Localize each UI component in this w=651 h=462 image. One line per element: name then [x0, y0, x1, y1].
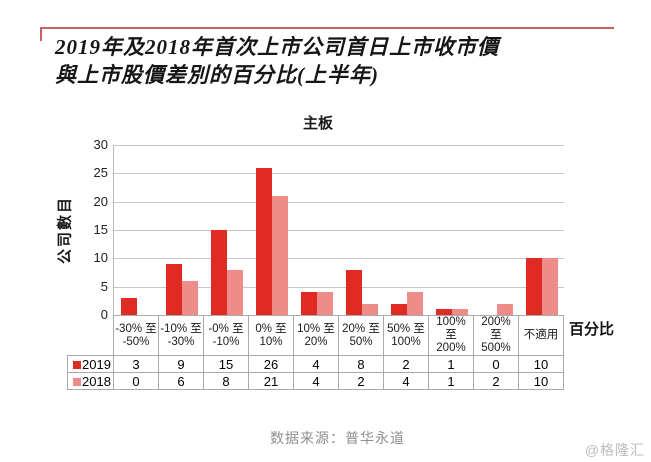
- table-category-header: 20% 至 50%: [338, 315, 384, 356]
- bar-groups: [114, 145, 564, 315]
- table-category-header: 0% 至 10%: [248, 315, 294, 356]
- plot-area: [113, 145, 564, 315]
- bar-2019: [210, 230, 227, 315]
- table-category-header: 200% 至 500%: [473, 315, 519, 356]
- bar-group: [294, 145, 339, 315]
- y-tick-label: 30: [93, 137, 108, 152]
- source-note: 数据来源：普华永道: [270, 430, 405, 446]
- x-axis-label: 百分比: [569, 321, 615, 338]
- bar-2019: [120, 298, 137, 315]
- bar-group: [519, 145, 564, 315]
- y-tick-label: 20: [93, 193, 108, 209]
- table-value-cell: 2: [383, 355, 429, 373]
- bar-2019: [525, 258, 542, 315]
- table-category-header: -30% 至 -50%: [113, 315, 159, 356]
- table-value-cell: 15: [203, 355, 249, 373]
- bar-2018: [361, 303, 378, 315]
- table-value-cell: 2: [338, 372, 384, 390]
- y-axis-label: 公司數目: [56, 195, 74, 265]
- table-value-cell: 4: [293, 372, 339, 390]
- table-corner-cell: [68, 316, 114, 356]
- table-value-cell: 10: [518, 355, 564, 373]
- bar-group: [114, 145, 159, 315]
- table-value-cell: 8: [338, 355, 384, 373]
- table-row-2019: 2019 3 9 15 26 4 8 2 1 0 10: [67, 355, 564, 373]
- table-value-cell: 0: [473, 355, 519, 373]
- y-tick-label: 0: [100, 307, 108, 322]
- chart-title: 主板: [302, 115, 333, 132]
- table-value-cell: 0: [113, 372, 159, 390]
- bar-2019: [435, 309, 452, 315]
- page-title-line2: 與上市股價差別的百分比(上半年): [55, 62, 379, 87]
- table-value-cell: 9: [158, 355, 204, 373]
- table-value-cell: 3: [113, 355, 159, 373]
- gridline: [114, 145, 564, 146]
- table-row-2018: 2018 0 6 8 21 4 2 4 1 2 10: [67, 372, 564, 390]
- y-tick-label: 25: [93, 165, 108, 181]
- bar-2018: [496, 303, 513, 315]
- y-tick-label: 5: [100, 278, 108, 294]
- bar-group: [204, 145, 249, 315]
- bar-2018: [181, 281, 198, 315]
- table-category-header: -0% 至 -10%: [203, 315, 249, 356]
- legend-swatch-2019: [73, 360, 82, 369]
- bar-group: [474, 145, 519, 315]
- table-value-cell: 21: [248, 372, 294, 390]
- table-category-header: 50% 至 100%: [383, 315, 429, 356]
- data-table: -30% 至 -50% -10% 至 -30% -0% 至 -10% 0% 至 10%…: [67, 315, 564, 390]
- gridline: [114, 201, 564, 203]
- page-title: 2019年及2018年首次上市公司首日上市收市價 與上市股價差別的百分比(上半年…: [55, 34, 535, 89]
- data-table-wrap: -30% 至 -50% -10% 至 -30% -0% 至 -10% 0% 至 10%…: [67, 315, 564, 390]
- table-category-header: 不適用: [518, 315, 564, 356]
- bar-2019: [390, 303, 407, 315]
- bar-group: [339, 145, 384, 315]
- bar-2019: [165, 264, 182, 315]
- table-category-header: 10% 至 20%: [293, 315, 339, 356]
- bar-group: [384, 145, 429, 315]
- table-value-cell: 6: [158, 372, 204, 390]
- bar-group: [429, 145, 474, 315]
- bar-2018: [226, 269, 243, 315]
- table-category-header: 100% 至 200%: [428, 315, 474, 356]
- legend-cell-2018: 2018: [67, 372, 114, 390]
- watermark: @格隆汇: [584, 442, 645, 458]
- y-tick-label: 10: [93, 250, 108, 266]
- y-tick-label: 15: [93, 222, 108, 237]
- header-rule-corner: [40, 27, 42, 41]
- table-value-cell: 4: [293, 355, 339, 373]
- header-rule: [40, 27, 614, 29]
- bar-group: [159, 145, 204, 315]
- bar-2019: [345, 269, 362, 315]
- table-value-cell: 26: [248, 355, 294, 373]
- legend-swatch-2018: [73, 377, 82, 386]
- table-value-cell: 1: [428, 372, 474, 390]
- table-value-cell: 4: [383, 372, 429, 390]
- bar-2018: [406, 292, 423, 315]
- gridline: [114, 230, 564, 231]
- table-category-header: -10% 至 -30%: [158, 315, 204, 356]
- bar-2018: [316, 292, 333, 315]
- bar-2019: [255, 167, 272, 315]
- page-title-line1: 2019年及2018年首次上市公司首日上市收市價: [55, 35, 499, 59]
- gridline: [114, 173, 564, 175]
- bar-group: [249, 145, 294, 315]
- gridline: [114, 258, 564, 260]
- gridline: [114, 286, 564, 288]
- bar-2019: [300, 292, 317, 315]
- table-value-cell: 8: [203, 372, 249, 390]
- legend-cell-2019: 2019: [67, 355, 114, 373]
- bar-2018: [451, 309, 468, 315]
- bar-2018: [271, 196, 288, 315]
- table-value-cell: 1: [428, 355, 474, 373]
- y-axis-ticks: 30 25 20 15 10 5 0: [82, 138, 108, 322]
- table-value-cell: 10: [518, 372, 564, 390]
- table-value-cell: 2: [473, 372, 519, 390]
- bar-2018: [541, 258, 558, 315]
